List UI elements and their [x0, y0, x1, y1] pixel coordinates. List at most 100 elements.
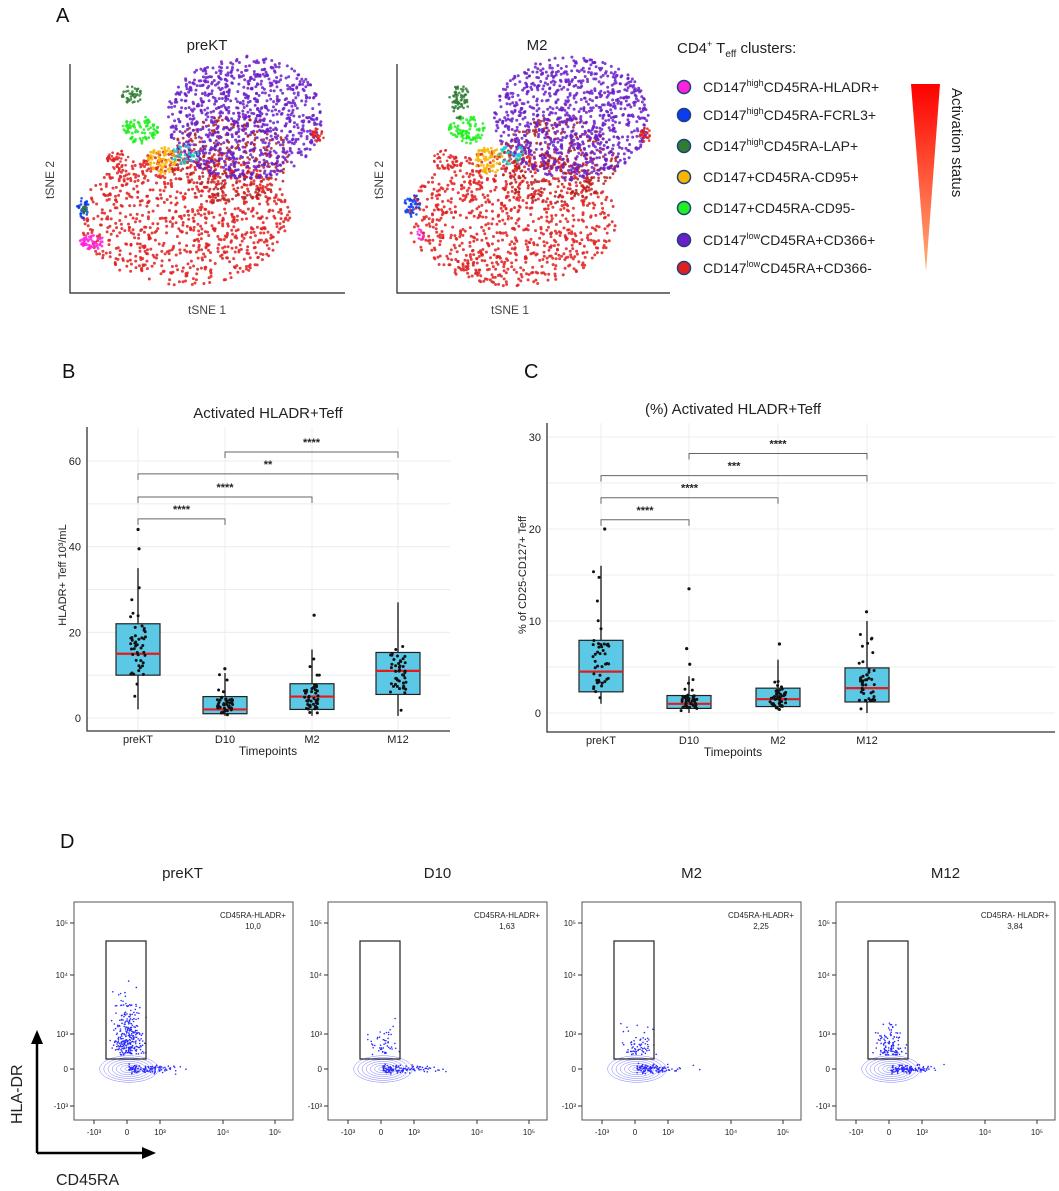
tsne-point — [525, 76, 529, 80]
tsne-point — [547, 146, 551, 150]
tsne-point — [240, 233, 244, 237]
tsne-point — [550, 174, 554, 178]
tsne-point — [248, 193, 252, 197]
tsne-point — [468, 253, 472, 257]
tsne-point — [256, 82, 259, 86]
tsne-point — [454, 236, 458, 240]
tsne-point — [488, 200, 491, 204]
tsne-point — [234, 97, 238, 101]
tsne-point — [599, 89, 603, 93]
tsne-point — [498, 153, 502, 156]
tsne-point — [494, 248, 497, 252]
tsne-point — [456, 85, 460, 88]
tsne-point — [237, 117, 241, 121]
tsne-point — [490, 222, 494, 226]
tsne-point — [514, 221, 518, 225]
tsne-point — [254, 75, 258, 79]
tsne-point — [268, 126, 272, 130]
tsne-point — [202, 252, 206, 256]
tsne-point — [216, 187, 220, 191]
tsne-point — [229, 99, 233, 103]
tsne-point — [610, 157, 614, 161]
tsne-point — [526, 224, 530, 227]
tsne-point — [475, 169, 479, 173]
tsne-point — [115, 155, 118, 159]
tsne-point — [461, 199, 465, 203]
tsne-point — [133, 87, 137, 90]
tsne-point — [606, 85, 610, 89]
tsne-point — [556, 117, 559, 121]
tsne-point — [575, 184, 579, 188]
tsne-point — [252, 165, 256, 168]
tsne-point — [229, 240, 233, 244]
tsne-point — [287, 75, 291, 79]
tsne-point — [581, 142, 585, 146]
tsne-point — [611, 143, 615, 147]
panel-label-a: A — [56, 5, 70, 27]
tsne-point — [580, 132, 584, 136]
tsne-point — [258, 193, 262, 197]
tsne-point — [576, 143, 580, 147]
tsne-point — [165, 198, 169, 202]
tsne-point — [459, 229, 462, 233]
tsne-point — [295, 77, 299, 80]
tsne-point — [129, 231, 133, 235]
tsne-point — [519, 279, 523, 283]
tsne-point — [613, 130, 617, 134]
tsne-point — [162, 157, 166, 161]
tsne-point — [522, 268, 525, 272]
tsne-point — [564, 162, 567, 166]
tsne-point — [528, 144, 532, 148]
tsne-point — [629, 105, 633, 109]
tsne-point — [207, 189, 211, 193]
tsne-point — [232, 122, 236, 126]
tsne-point — [527, 240, 531, 244]
tsne-point — [185, 140, 188, 144]
tsne-point — [504, 142, 508, 146]
tsne-point — [204, 72, 208, 76]
tsne-point — [620, 146, 624, 150]
tsne-point — [149, 126, 153, 129]
tsne-point — [119, 222, 123, 226]
tsne-point — [207, 128, 211, 132]
tsne-point — [406, 210, 410, 214]
tsne-point — [192, 219, 196, 223]
tsne-point — [96, 214, 100, 218]
tsne-point — [296, 93, 300, 97]
tsne-point — [155, 196, 159, 200]
tsne-point — [280, 169, 284, 173]
tsne-point — [547, 225, 550, 229]
tsne-point — [584, 179, 588, 183]
tsne-point — [608, 128, 612, 132]
tsne-point — [118, 153, 122, 156]
tsne-point — [612, 135, 616, 139]
tsne-point — [419, 189, 423, 193]
tsne-point — [526, 89, 530, 93]
tsne-point — [517, 114, 521, 118]
tsne-point — [454, 92, 457, 96]
tsne-point — [574, 188, 578, 192]
tsne-point — [148, 188, 152, 192]
tsne-point — [535, 180, 539, 184]
tsne-point — [168, 220, 172, 224]
tsne-point — [451, 155, 454, 158]
tsne-point — [163, 146, 167, 149]
tsne-point — [253, 138, 257, 142]
tsne-point — [555, 106, 559, 110]
tsne-point — [422, 234, 426, 238]
tsne-point — [518, 156, 521, 160]
tsne-point — [424, 238, 428, 242]
tsne-point — [505, 182, 509, 186]
tsne-point — [466, 271, 470, 275]
tsne-point — [480, 133, 484, 137]
tsne-point — [567, 209, 570, 213]
tsne-point — [258, 183, 262, 187]
tsne-point — [568, 249, 572, 253]
tsne-point — [486, 243, 490, 246]
tsne-point — [549, 200, 553, 204]
tsne-point — [126, 97, 130, 101]
tsne-point — [177, 117, 180, 121]
tsne-point — [137, 174, 140, 178]
tsne-point — [453, 205, 457, 209]
tsne-point — [303, 147, 307, 151]
